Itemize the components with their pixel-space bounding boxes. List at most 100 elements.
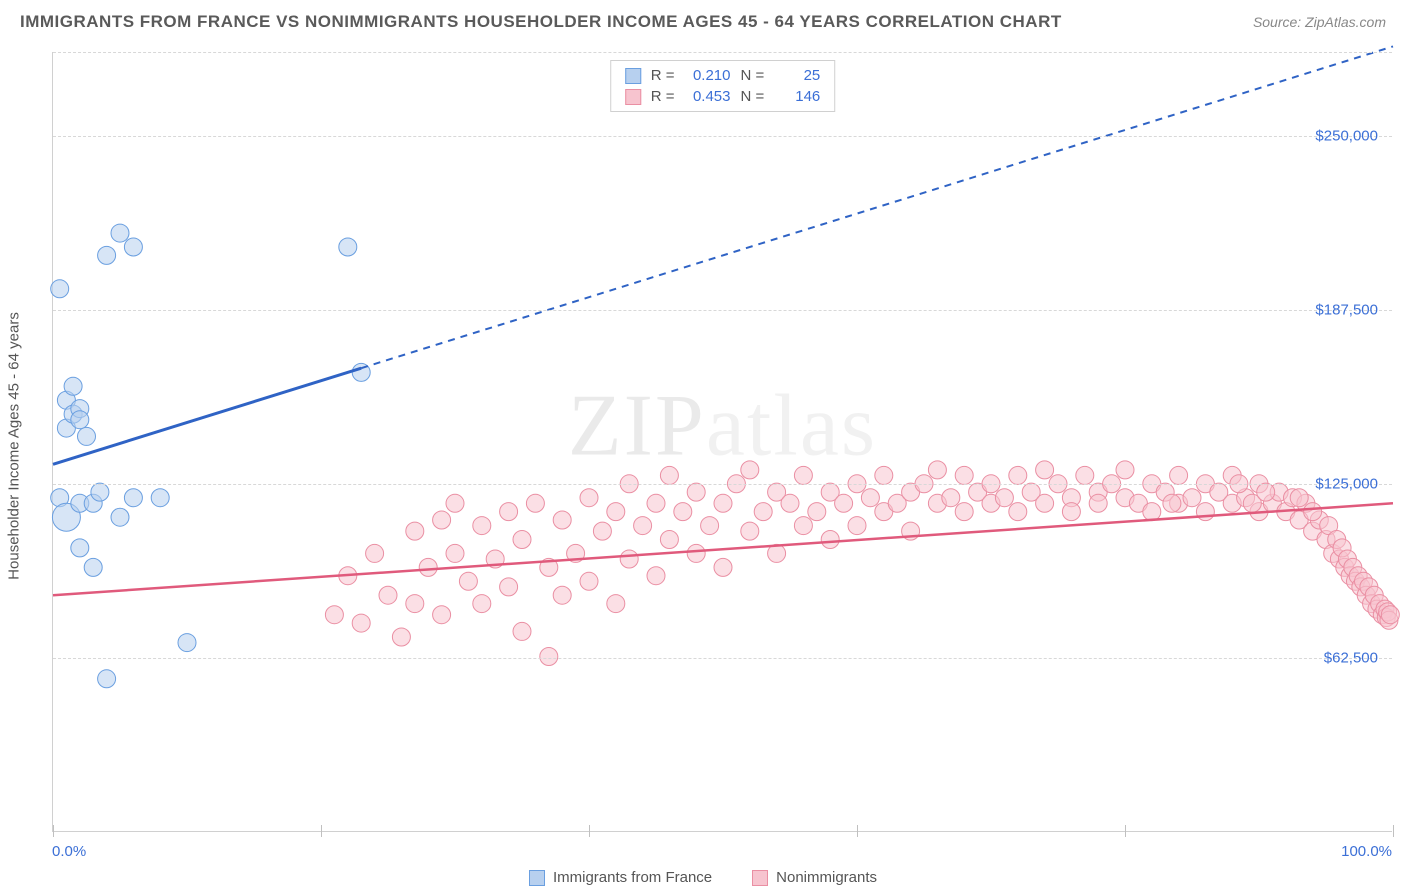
data-point	[151, 489, 169, 507]
data-point	[64, 377, 82, 395]
data-point	[794, 466, 812, 484]
data-point	[419, 558, 437, 576]
swatch-series-a	[529, 870, 545, 886]
data-point	[1290, 489, 1308, 507]
data-point	[124, 238, 142, 256]
chart-svg	[53, 52, 1392, 831]
series-a-name: Immigrants from France	[553, 869, 712, 886]
data-point	[687, 544, 705, 562]
x-tick	[53, 825, 54, 837]
data-point	[526, 494, 544, 512]
data-point	[352, 614, 370, 632]
series-a-n-value: 25	[774, 67, 820, 84]
data-point	[741, 461, 759, 479]
gridline-h	[53, 136, 1392, 137]
data-point	[1009, 503, 1027, 521]
plot-area: ZIPatlas R = 0.210 N = 25 R = 0.453 N = …	[52, 52, 1392, 832]
data-point	[634, 517, 652, 535]
gridline-h	[53, 658, 1392, 659]
data-point	[861, 489, 879, 507]
stats-legend-box: R = 0.210 N = 25 R = 0.453 N = 146	[610, 60, 836, 112]
series-a-r-value: 0.210	[685, 67, 731, 84]
data-point	[1163, 494, 1181, 512]
data-point	[808, 503, 826, 521]
data-point	[741, 522, 759, 540]
y-tick-label: $125,000	[1315, 475, 1378, 492]
data-point	[446, 494, 464, 512]
data-point	[500, 578, 518, 596]
gridline-h	[53, 52, 1392, 53]
y-tick-label: $250,000	[1315, 127, 1378, 144]
data-point	[473, 595, 491, 613]
data-point	[111, 224, 129, 242]
data-point	[379, 586, 397, 604]
data-point	[1170, 466, 1188, 484]
source-label: Source:	[1253, 14, 1305, 30]
data-point	[995, 489, 1013, 507]
data-point	[406, 595, 424, 613]
data-point	[647, 494, 665, 512]
r-label: R =	[651, 67, 675, 84]
r-label: R =	[651, 88, 675, 105]
y-tick-label: $62,500	[1324, 649, 1378, 666]
data-point	[78, 427, 96, 445]
stats-row-series-b: R = 0.453 N = 146	[611, 86, 835, 107]
data-point	[51, 280, 69, 298]
swatch-series-b	[625, 89, 641, 105]
trend-line-a-dashed	[361, 46, 1393, 368]
data-point	[98, 670, 116, 688]
data-point	[942, 489, 960, 507]
data-point	[339, 238, 357, 256]
n-label: N =	[741, 67, 765, 84]
series-b-n-value: 146	[774, 88, 820, 105]
gridline-h	[53, 484, 1392, 485]
data-point	[1196, 503, 1214, 521]
data-point	[459, 572, 477, 590]
chart-title: IMMIGRANTS FROM FRANCE VS NONIMMIGRANTS …	[20, 12, 1062, 32]
data-point	[1036, 494, 1054, 512]
data-point	[687, 483, 705, 501]
data-point	[553, 586, 571, 604]
data-point	[607, 503, 625, 521]
data-point	[955, 466, 973, 484]
data-point	[446, 544, 464, 562]
data-point	[647, 567, 665, 585]
data-point	[71, 411, 89, 429]
data-point	[1183, 489, 1201, 507]
trend-line-b	[53, 503, 1393, 595]
data-point	[714, 558, 732, 576]
bottom-legend: Immigrants from France Nonimmigrants	[0, 869, 1406, 886]
x-tick	[1393, 825, 1394, 837]
data-point	[124, 489, 142, 507]
data-point	[1036, 461, 1054, 479]
data-point	[111, 508, 129, 526]
data-point	[1076, 466, 1094, 484]
data-point	[1089, 494, 1107, 512]
data-point	[553, 511, 571, 529]
series-b-name: Nonimmigrants	[776, 869, 877, 886]
data-point	[580, 489, 598, 507]
data-point	[513, 622, 531, 640]
data-point	[835, 494, 853, 512]
data-point	[754, 503, 772, 521]
data-point	[781, 494, 799, 512]
swatch-series-a	[625, 68, 641, 84]
x-tick	[1125, 825, 1126, 837]
data-point	[794, 517, 812, 535]
source-value: ZipAtlas.com	[1305, 14, 1386, 30]
x-tick	[589, 825, 590, 837]
n-label: N =	[741, 88, 765, 105]
series-b-r-value: 0.453	[685, 88, 731, 105]
swatch-series-b	[752, 870, 768, 886]
data-point	[178, 634, 196, 652]
data-point	[433, 606, 451, 624]
data-point	[540, 648, 558, 666]
data-point	[660, 466, 678, 484]
data-point	[1143, 503, 1161, 521]
data-point	[1062, 503, 1080, 521]
data-point	[674, 503, 692, 521]
y-axis-label: Householder Income Ages 45 - 64 years	[6, 312, 23, 580]
data-point	[513, 531, 531, 549]
data-point	[1116, 461, 1134, 479]
data-point	[98, 246, 116, 264]
